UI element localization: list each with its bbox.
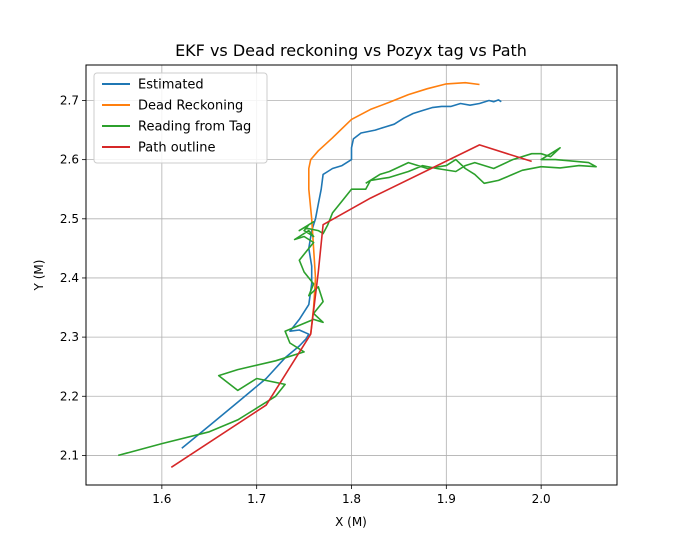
x-tick-label: 1.8 (342, 492, 361, 506)
series-line-estimated (181, 99, 502, 449)
x-tick-label: 1.9 (437, 492, 456, 506)
y-axis-label: Y (M) (32, 260, 46, 292)
legend: Estimated Dead Reckoning Reading from Tag P… (93, 72, 268, 164)
x-axis-label: X (M) (335, 515, 367, 529)
legend-label: Estimated (138, 78, 204, 93)
axis-ticks: 1.6 1.7 1.8 1.9 2.0 2.1 2.2 2.3 2.4 2.5 2.6 2.7 (60, 93, 551, 506)
legend-label: Path outline (138, 141, 215, 156)
x-tick-label: 1.7 (247, 492, 266, 506)
y-tick-label: 2.6 (60, 153, 79, 167)
series-lines (117, 81, 597, 468)
y-tick-label: 2.4 (60, 271, 79, 285)
x-tick-label: 1.6 (152, 492, 171, 506)
legend-box (93, 72, 268, 164)
y-tick-label: 2.7 (60, 93, 79, 107)
y-tick-label: 2.3 (60, 330, 79, 344)
series-line-path-outline (170, 144, 532, 468)
series-line-dead-reckoning (307, 81, 480, 335)
y-tick-label: 2.5 (60, 212, 79, 226)
y-tick-label: 2.2 (60, 389, 79, 403)
legend-label: Dead Reckoning (138, 99, 243, 114)
legend-label: Reading from Tag (138, 120, 251, 135)
y-tick-label: 2.1 (60, 448, 79, 462)
series-line-reading-from-tag (117, 147, 597, 457)
chart-title: EKF vs Dead reckoning vs Pozyx tag vs Pa… (175, 41, 527, 60)
x-tick-label: 2.0 (532, 492, 551, 506)
